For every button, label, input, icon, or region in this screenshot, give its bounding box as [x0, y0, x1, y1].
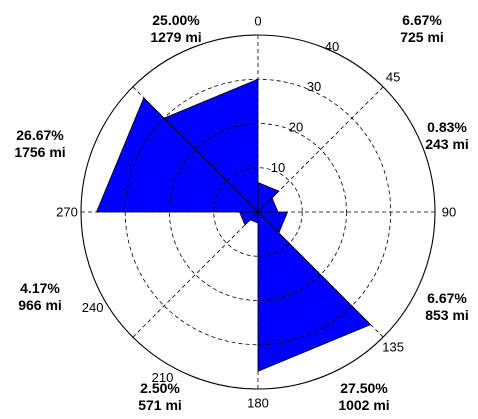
sector-bar-7 [163, 78, 259, 213]
angle-tick-label: 240 [82, 300, 104, 315]
angle-tick-label: 90 [442, 205, 456, 220]
annotation-percent: 6.67% [402, 12, 442, 28]
annotation-distance: 571 mi [138, 397, 182, 413]
annotation-percent: 2.50% [140, 380, 180, 396]
annotation-distance: 1279 mi [150, 29, 201, 45]
annotation-distance: 853 mi [425, 307, 469, 323]
spoke-line [132, 86, 384, 338]
annotation-distance: 243 mi [425, 136, 469, 152]
angle-tick-label: 180 [247, 396, 269, 411]
radial-tick-label: 10 [271, 160, 285, 175]
angle-tick-label: 270 [56, 205, 78, 220]
radial-grid-ring [169, 123, 347, 301]
annotation-distance: 1756 mi [14, 144, 65, 160]
polar-grid [80, 34, 436, 390]
radial-tick-label: 40 [325, 39, 339, 54]
angle-tick-label: 135 [382, 340, 404, 355]
angle-tick-label: 210 [152, 370, 174, 385]
annotation-percent: 4.17% [20, 280, 60, 296]
annotation-distance: 966 mi [18, 297, 62, 313]
angle-tick-label: 45 [386, 69, 400, 84]
annotation-distance: 725 mi [400, 29, 444, 45]
annotation-percent: 25.00% [152, 12, 200, 28]
angle-tick-label: 0 [254, 14, 261, 29]
annotation-percent: 0.83% [427, 119, 467, 135]
radial-tick-label: 20 [289, 120, 303, 135]
annotation-percent: 26.67% [16, 127, 64, 143]
annotation-percent: 27.50% [340, 380, 388, 396]
radial-grid-ring [213, 167, 303, 257]
annotations: 25.00%1279 mi6.67%725 mi0.83%243 mi26.67… [14, 12, 468, 413]
sector-bar-3 [257, 211, 372, 372]
sector-bars [95, 78, 372, 372]
annotation-percent: 6.67% [427, 290, 467, 306]
tick-labels: 0 45 90 135 180 210 240 270 10 20 30 40 [56, 14, 456, 411]
annotation-distance: 1002 mi [338, 397, 389, 413]
radial-tick-label: 30 [307, 79, 321, 94]
